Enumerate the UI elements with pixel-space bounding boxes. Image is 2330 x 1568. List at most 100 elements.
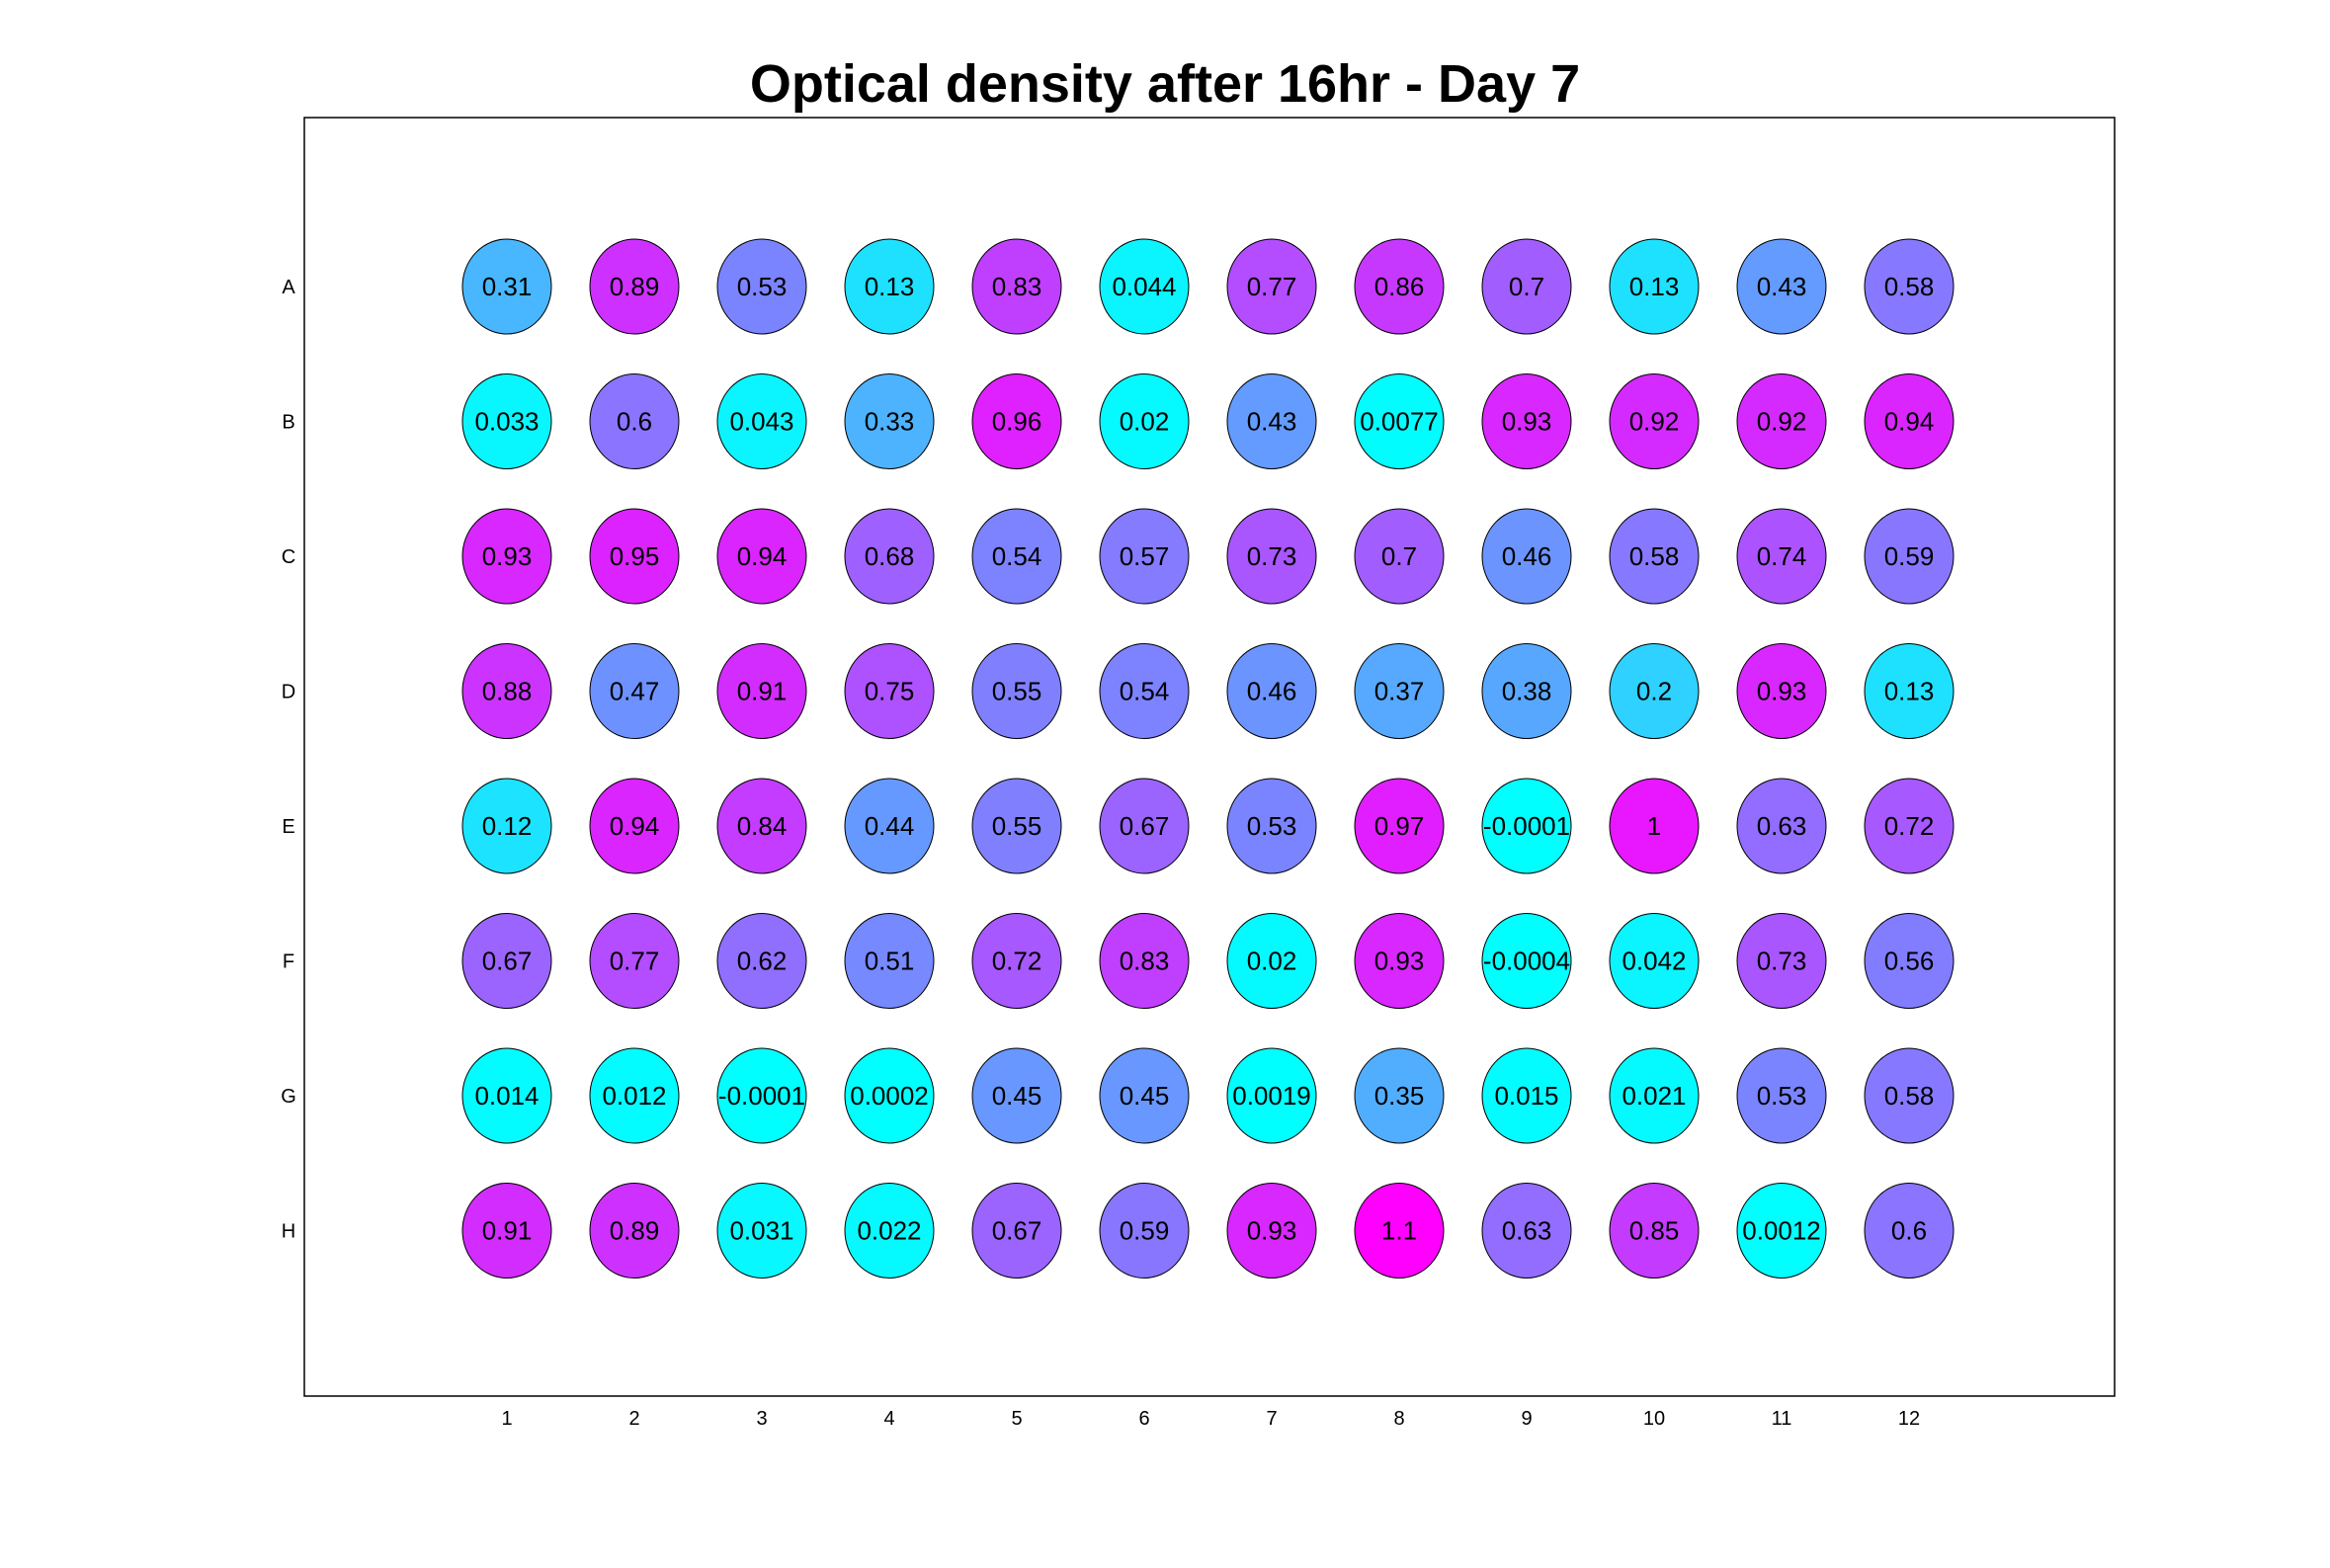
- well-value-F4: 0.51: [865, 947, 915, 976]
- well-E11: [1736, 778, 1827, 874]
- column-tick-11: 11: [1772, 1408, 1792, 1430]
- column-tick-9: 9: [1521, 1408, 1532, 1430]
- well-value-D7: 0.46: [1247, 677, 1297, 706]
- well-E7: [1226, 778, 1317, 874]
- well-A2: [589, 238, 680, 335]
- well-value-C5: 0.54: [992, 541, 1042, 571]
- column-tick-12: 12: [1898, 1408, 1920, 1430]
- well-value-D12: 0.13: [1884, 677, 1935, 706]
- well-C2: [589, 508, 680, 605]
- row-tick-H: H: [282, 1221, 295, 1243]
- column-tick-6: 6: [1138, 1408, 1149, 1430]
- well-value-A2: 0.89: [610, 272, 660, 301]
- well-value-E4: 0.44: [865, 811, 915, 841]
- well-value-H3: 0.031: [729, 1216, 793, 1246]
- well-B6: [1099, 373, 1190, 469]
- well-value-B11: 0.92: [1757, 407, 1807, 437]
- well-B12: [1864, 373, 1955, 469]
- well-A5: [971, 238, 1062, 335]
- well-D1: [461, 643, 552, 739]
- well-A1: [461, 238, 552, 335]
- well-C3: [716, 508, 807, 605]
- well-H4: [844, 1183, 935, 1279]
- well-value-D1: 0.88: [482, 677, 533, 706]
- well-D3: [716, 643, 807, 739]
- well-value-F11: 0.73: [1757, 947, 1807, 976]
- well-G2: [589, 1047, 680, 1144]
- well-value-G9: 0.015: [1494, 1081, 1558, 1111]
- well-value-G5: 0.45: [992, 1081, 1042, 1111]
- well-value-E6: 0.67: [1120, 811, 1170, 841]
- well-value-H9: 0.63: [1502, 1216, 1552, 1246]
- well-value-E7: 0.53: [1247, 811, 1297, 841]
- well-E4: [844, 778, 935, 874]
- well-C9: [1481, 508, 1572, 605]
- well-value-A10: 0.13: [1629, 272, 1680, 301]
- well-value-B9: 0.93: [1502, 407, 1552, 437]
- well-value-A4: 0.13: [865, 272, 915, 301]
- well-value-H2: 0.89: [610, 1216, 660, 1246]
- well-value-E11: 0.63: [1757, 811, 1807, 841]
- well-value-A11: 0.43: [1757, 272, 1807, 301]
- well-A10: [1609, 238, 1700, 335]
- well-value-G2: 0.012: [602, 1081, 666, 1111]
- well-F4: [844, 913, 935, 1009]
- well-C8: [1354, 508, 1445, 605]
- well-value-H12: 0.6: [1891, 1216, 1927, 1246]
- well-H6: [1099, 1183, 1190, 1279]
- well-F1: [461, 913, 552, 1009]
- well-C6: [1099, 508, 1190, 605]
- well-value-C8: 0.7: [1381, 541, 1417, 571]
- well-G7: [1226, 1047, 1317, 1144]
- row-tick-A: A: [282, 277, 295, 298]
- well-value-A3: 0.53: [737, 272, 788, 301]
- well-value-D4: 0.75: [865, 677, 915, 706]
- column-tick-3: 3: [756, 1408, 767, 1430]
- well-C7: [1226, 508, 1317, 605]
- well-B10: [1609, 373, 1700, 469]
- well-C10: [1609, 508, 1700, 605]
- well-value-C9: 0.46: [1502, 541, 1552, 571]
- column-tick-labels: 1 2 3 4 5 6 7 8 9 10 11 12: [501, 1408, 1920, 1430]
- well-value-H6: 0.59: [1120, 1216, 1170, 1246]
- well-value-D3: 0.91: [737, 677, 788, 706]
- well-G8: [1354, 1047, 1445, 1144]
- wells-group: 0.31 0.89 0.53 0.13 0.83 0.044 0.77 0.86 0.7 0.13…: [461, 238, 1955, 1279]
- well-value-H1: 0.91: [482, 1216, 533, 1246]
- well-B4: [844, 373, 935, 469]
- well-value-B2: 0.6: [617, 407, 652, 437]
- well-value-F2: 0.77: [610, 947, 660, 976]
- well-value-H7: 0.93: [1247, 1216, 1297, 1246]
- row-tick-D: D: [282, 682, 295, 703]
- row-tick-C: C: [282, 546, 295, 568]
- well-E2: [589, 778, 680, 874]
- well-E12: [1864, 778, 1955, 874]
- well-value-G8: 0.35: [1374, 1081, 1425, 1111]
- well-value-C2: 0.95: [610, 541, 660, 571]
- well-value-E10: 1: [1647, 811, 1661, 841]
- well-value-G1: 0.014: [474, 1081, 539, 1111]
- well-A11: [1736, 238, 1827, 335]
- well-D11: [1736, 643, 1827, 739]
- well-value-D5: 0.55: [992, 677, 1042, 706]
- well-value-B7: 0.43: [1247, 407, 1297, 437]
- well-H1: [461, 1183, 552, 1279]
- well-C1: [461, 508, 552, 605]
- well-G4: [844, 1047, 935, 1144]
- well-value-F6: 0.83: [1120, 947, 1170, 976]
- well-value-D6: 0.54: [1120, 677, 1170, 706]
- well-E5: [971, 778, 1062, 874]
- well-value-C4: 0.68: [865, 541, 915, 571]
- well-G5: [971, 1047, 1062, 1144]
- well-B2: [589, 373, 680, 469]
- well-G6: [1099, 1047, 1190, 1144]
- well-value-H11: 0.0012: [1742, 1216, 1821, 1246]
- well-F9: [1481, 913, 1572, 1009]
- well-value-E8: 0.97: [1374, 811, 1425, 841]
- well-G10: [1609, 1047, 1700, 1144]
- well-value-B8: 0.0077: [1360, 407, 1439, 437]
- well-value-B3: 0.043: [729, 407, 793, 437]
- well-value-A8: 0.86: [1374, 272, 1425, 301]
- well-F2: [589, 913, 680, 1009]
